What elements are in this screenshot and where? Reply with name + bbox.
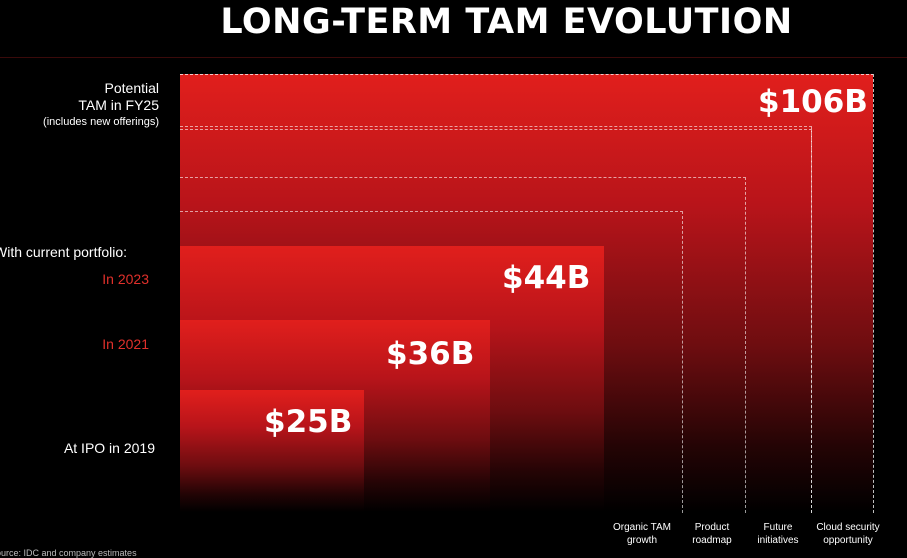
category-product-roadmap: Product roadmap <box>672 521 752 547</box>
guide-cloud-inner <box>180 129 812 513</box>
category-cloud-line-1: Cloud security <box>816 522 880 533</box>
value-label-106b: $106B <box>758 84 868 120</box>
in-2021-label: In 2021 <box>102 336 149 352</box>
category-cloud-line-2: opportunity <box>823 535 873 546</box>
current-portfolio-label: With current portfolio: <box>0 244 128 260</box>
title-divider <box>0 57 907 58</box>
potential-line-1: Potential <box>104 80 159 96</box>
in-2023-label: In 2023 <box>102 271 149 287</box>
guide-organic-tam <box>180 211 683 513</box>
value-label-44b: $44B <box>502 260 591 296</box>
source-note: Source: IDC and company estimates <box>0 548 137 558</box>
value-label-25b: $25B <box>264 404 353 440</box>
potential-line-2: TAM in FY25 <box>78 97 159 113</box>
potential-tam-label: Potential TAM in FY25 (includes new offe… <box>43 80 159 131</box>
category-product-line-2: roadmap <box>692 535 732 546</box>
category-organic-line-2: growth <box>626 535 657 546</box>
tam-box-25b <box>180 390 364 512</box>
category-future-line-2: initiatives <box>757 535 799 546</box>
category-future-initiatives: Future initiatives <box>738 521 818 547</box>
category-product-line-1: Product <box>694 522 730 533</box>
guide-cloud-security <box>180 74 874 513</box>
potential-line-3: (includes new offerings) <box>43 116 159 128</box>
value-label-36b: $36B <box>386 336 475 372</box>
category-organic-line-1: Organic TAM <box>613 522 671 533</box>
chart-title: LONG-TERM TAM EVOLUTION <box>220 2 793 42</box>
ipo-label: At IPO in 2019 <box>63 440 155 456</box>
category-cloud-security: Cloud security opportunity <box>808 521 888 547</box>
category-organic-tam: Organic TAM growth <box>602 521 682 547</box>
guide-product-roadmap <box>180 177 746 513</box>
category-future-line-1: Future <box>763 522 793 533</box>
